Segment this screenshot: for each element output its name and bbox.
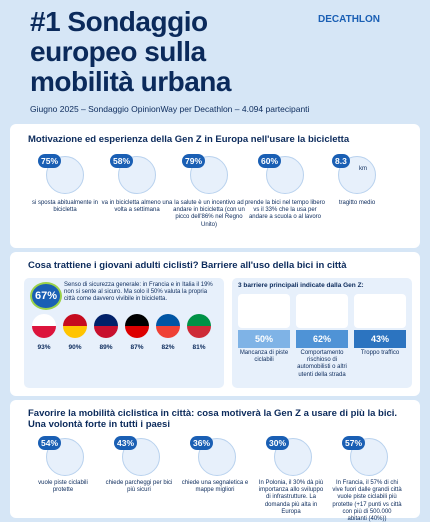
barrier-value: 62% xyxy=(296,330,348,348)
flag xyxy=(187,314,211,338)
stat-value: 58% xyxy=(110,154,134,168)
section-title: Favorire la mobilità ciclistica in città… xyxy=(28,408,398,430)
stat-value: 8.3 xyxy=(332,154,350,168)
stat-value: 79% xyxy=(182,154,206,168)
barriers-panel: Cosa trattiene i giovani adulti ciclisti… xyxy=(10,252,420,396)
section-title: Motivazione ed esperienza della Gen Z in… xyxy=(28,134,350,145)
stat-text: In Polonia, il 30% dà più importanza all… xyxy=(258,480,324,515)
country-value: 87% xyxy=(130,344,144,351)
brand: DECATHLON xyxy=(318,14,381,25)
stat-value: 60% xyxy=(258,154,282,168)
country-value: 93% xyxy=(37,344,51,351)
stat-value: 30% xyxy=(266,436,290,450)
barrier-icon xyxy=(354,294,406,328)
stat-value: 54% xyxy=(38,436,62,450)
motivation-panel: Motivazione ed esperienza della Gen Z in… xyxy=(10,124,420,248)
top-barriers-title: 3 barriere principali indicate dalla Gen… xyxy=(238,282,364,289)
stat-value: 36% xyxy=(190,436,214,450)
stat-value: 57% xyxy=(342,436,366,450)
stat-text: tragitto medio xyxy=(338,200,376,206)
barrier-text: Troppo traffico xyxy=(360,350,400,356)
barrier-icon xyxy=(296,294,348,328)
stat-text: Senso di sicurezza generale: in Francia … xyxy=(64,282,213,303)
stat-text: chiede parcheggi per bici più sicuri xyxy=(105,480,173,494)
stat-text: si sposta abitualmente in bicicletta xyxy=(31,200,99,214)
barrier-icon xyxy=(238,294,290,328)
barrier-value: 50% xyxy=(238,330,290,348)
stat-value: 67% xyxy=(30,282,63,310)
section-title: Cosa trattiene i giovani adulti ciclisti… xyxy=(28,260,347,271)
flag xyxy=(94,314,118,338)
country-value: 82% xyxy=(161,344,175,351)
flag xyxy=(32,314,56,338)
country-value: 90% xyxy=(68,344,82,351)
subtitle: Giugno 2025 – Sondaggio OpinionWay per D… xyxy=(30,104,310,114)
barrier-text: Mancanza di piste ciclabili xyxy=(239,350,289,364)
barrier-value: 43% xyxy=(354,330,406,348)
stat-text: In Francia, il 57% di chi vive fuori dal… xyxy=(332,480,402,522)
title-line: mobilità urbana xyxy=(30,66,231,97)
future-panel: Favorire la mobilità ciclistica in città… xyxy=(10,400,420,522)
stat-text: prende la bici nel tempo libero vs il 33… xyxy=(244,200,326,221)
country-value: 89% xyxy=(99,344,113,351)
stat-unit: km xyxy=(359,166,367,172)
stat-text: va in bicicletta almeno una volta a sett… xyxy=(101,200,173,214)
stat-text: vuole piste ciclabili protette xyxy=(38,480,88,494)
country-value: 81% xyxy=(192,344,206,351)
flag xyxy=(156,314,180,338)
title-line: europeo sulla xyxy=(30,36,206,67)
title-line: #1 Sondaggio xyxy=(30,6,208,37)
flag xyxy=(125,314,149,338)
stat-value: 43% xyxy=(114,436,138,450)
flag xyxy=(63,314,87,338)
stat-text: chiede una segnaletica e mappe migliori xyxy=(181,480,249,494)
stat-text: la salute è un incentivo ad andare in bi… xyxy=(173,200,245,228)
barrier-text: Comportamento rischioso di automobilisti… xyxy=(297,350,347,378)
stat-value: 75% xyxy=(38,154,62,168)
